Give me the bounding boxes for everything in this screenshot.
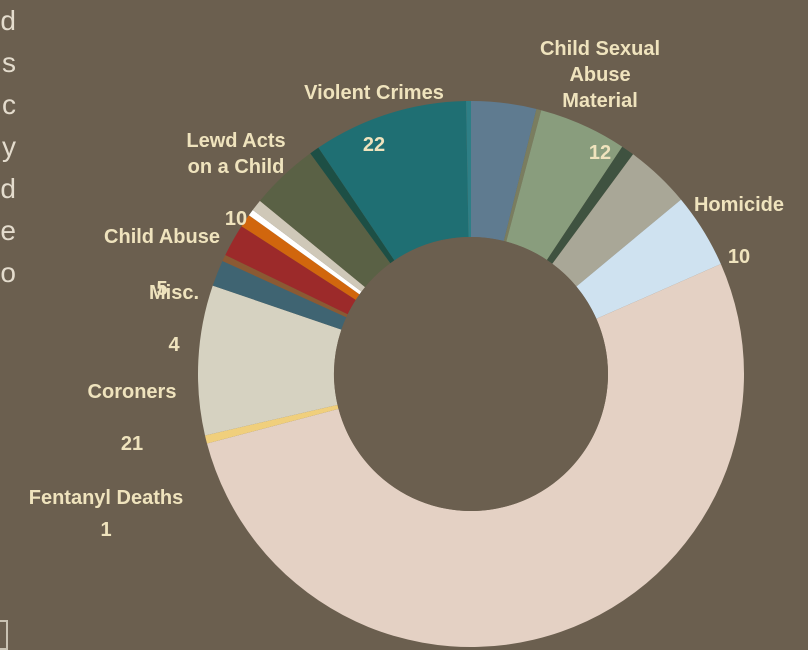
donut-slice-teal-thin [466,101,471,238]
donut-slice-olive-thin [503,108,542,242]
label-value: 22 [362,134,386,156]
label-value: 10 [727,246,751,268]
donut-slice-brown-thin [222,255,348,318]
donut-slice-light-grey [252,200,366,292]
donut-slice-homicide [576,199,721,319]
edge-fragment: d [0,173,16,204]
label-text: Violent Crimes [304,82,444,104]
edge-fragment: d [0,5,16,36]
donut-slice-white [248,209,362,295]
donut-slice-dark-teal-thin [310,147,395,264]
donut-slice-dark-green-thin [546,146,634,264]
label-value: 10 [224,208,248,230]
donut-slice-big-beige [206,264,745,648]
label-child-abuse: Child Abuse 5 [82,198,242,302]
label-fentanyl-deaths: Fentanyl Deaths 1 [6,459,206,569]
label-text: Homicide [693,194,785,216]
label-text: Lewd Acts on a Child [186,130,286,178]
label-text: Child Abuse [104,226,220,248]
edge-fragment: y [2,131,16,162]
label-text: Coroners [87,381,177,403]
donut-slice-fentanyl-deaths [205,404,339,444]
label-text: Child Sexual Abuse Material [539,38,661,112]
label-value: 12 [588,142,612,164]
edge-fragment: s [2,47,16,78]
label-value: 1 [100,519,112,541]
label-child-sexual-abuse-material: Child Sexual Abuse Material 12 [500,10,700,166]
donut-slice-sage [506,110,623,260]
donut-slice-violent-crimes [318,101,469,261]
edge-fragment: c [2,89,16,120]
donut-slice-orange [241,215,360,300]
label-value: 21 [120,433,144,455]
label-misc: Misc. 4 [124,254,224,358]
label-value: 4 [168,334,180,356]
label-homicide: Homicide 10 [676,166,802,270]
donut-hole [334,237,608,511]
donut-slice-coroners [197,285,342,436]
donut-slice-olive-dark [259,153,391,288]
donut-slice-grey [552,154,682,287]
label-lewd-acts-on-a-child: Lewd Acts on a Child 10 [156,102,316,232]
donut-slice-red [225,226,356,315]
edge-fragment: e [0,215,16,246]
edge-fragment: o [0,257,16,288]
label-text: Fentanyl Deaths [28,487,184,509]
clipped-corner-element [0,620,8,650]
label-coroners: Coroners 21 [62,353,202,457]
donut-slice-slate [212,261,347,330]
label-text: Misc. [148,282,200,304]
label-violent-crimes: Violent Crimes 22 [274,54,474,158]
donut-slice-blue-grey [471,101,537,241]
label-value: 5 [156,278,168,300]
